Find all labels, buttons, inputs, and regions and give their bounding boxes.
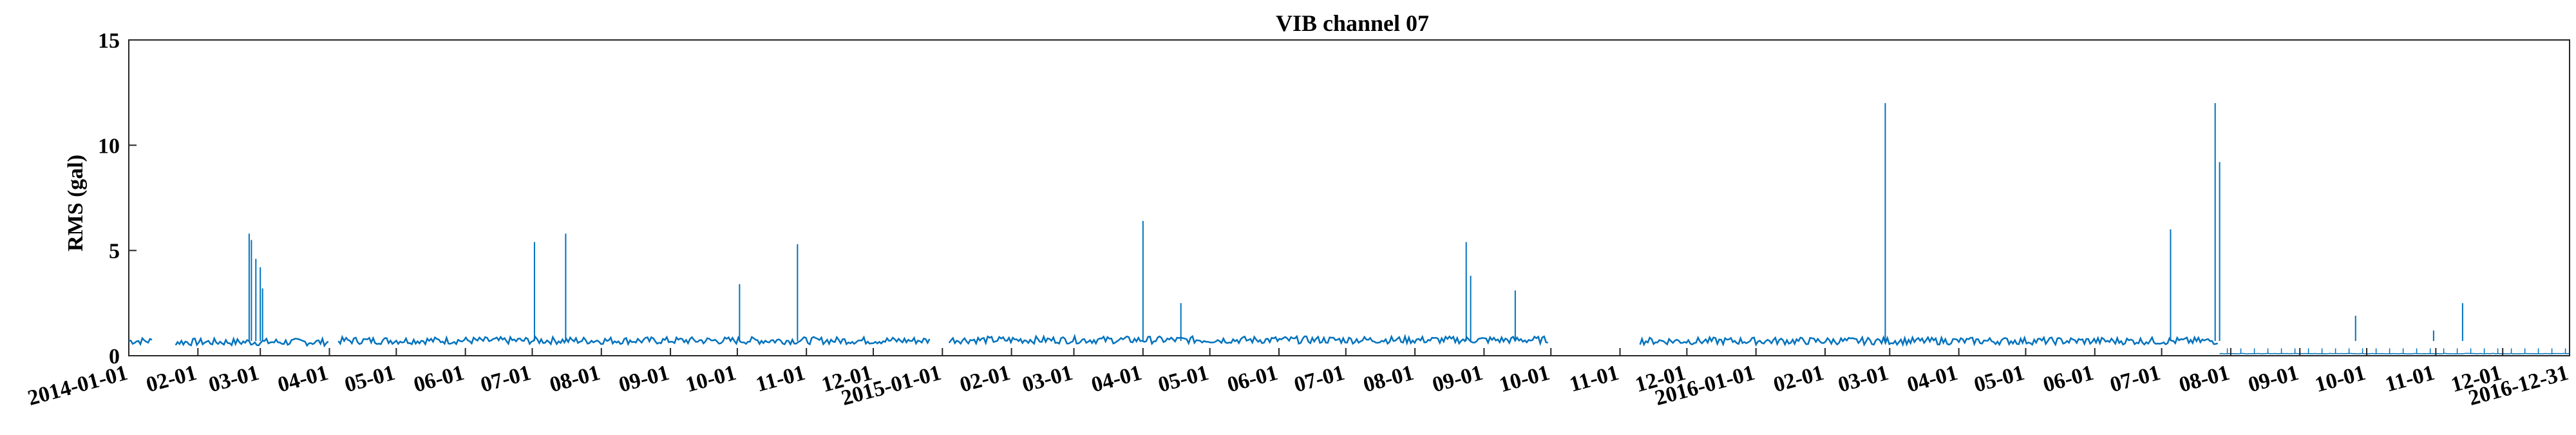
x-tick-label: 03-01 — [1835, 361, 1891, 397]
series-line-segment — [2219, 353, 2570, 354]
x-tick-label: 02-01 — [1771, 361, 1826, 397]
series-line-segment — [128, 336, 153, 346]
x-tick-label: 02-01 — [144, 361, 199, 397]
x-tick-label: 07-01 — [2107, 361, 2163, 397]
series-line-segment — [337, 334, 931, 347]
y-axis: 0 5 10 15 — [98, 29, 137, 369]
x-tick-label: 08-01 — [2177, 361, 2232, 397]
x-tick-label: 06-01 — [1225, 361, 1280, 397]
series-line-segment — [948, 333, 1548, 346]
x-tick-label: 05-01 — [1156, 361, 1211, 397]
y-tick-label: 10 — [98, 134, 120, 158]
y-tick-label: 5 — [109, 240, 120, 264]
x-tick-label: 2014-01-01 — [25, 361, 130, 411]
x-tick-label: 11-01 — [753, 361, 808, 397]
y-tick-label: 15 — [98, 29, 120, 53]
x-tick-label: 06-01 — [2041, 361, 2096, 397]
x-tick-label: 02-01 — [957, 361, 1012, 397]
x-tick-label: 05-01 — [342, 361, 397, 397]
x-tick-label: 11-01 — [2383, 361, 2437, 397]
x-tick-label: 04-01 — [1089, 361, 1144, 397]
x-tick-label: 04-01 — [275, 361, 330, 397]
x-tick-label: 09-01 — [2246, 361, 2301, 397]
y-axis-label: RMS (gal) — [64, 155, 88, 251]
x-tick-label: 07-01 — [478, 361, 533, 397]
x-tick-label: 10-01 — [2313, 361, 2368, 397]
x-tick-label: 06-01 — [412, 361, 467, 397]
x-tick-label: 08-01 — [547, 361, 603, 397]
plot-area — [128, 39, 2570, 356]
x-tick-label: 09-01 — [616, 361, 672, 397]
x-tick-label: 09-01 — [1430, 361, 1485, 397]
x-tick-label: 05-01 — [1971, 361, 2027, 397]
x-tick-label: 03-01 — [1019, 361, 1075, 397]
x-tick-label: 11-01 — [1567, 361, 1621, 397]
series-line-segment — [175, 336, 329, 348]
x-axis: 2014-01-01 02-01 03-01 04-01 05-01 06-01 07-01… — [25, 348, 2571, 411]
x-tick-label: 04-01 — [1905, 361, 1960, 397]
series-group — [128, 103, 2570, 354]
chart-title: VIB channel 07 — [1276, 10, 1429, 36]
x-tick-label: 08-01 — [1361, 361, 1416, 397]
series-line-segment — [1639, 334, 2219, 347]
x-tick-label: 07-01 — [1292, 361, 1347, 397]
x-tick-label: 10-01 — [1497, 361, 1552, 397]
y-tick-label: 0 — [109, 345, 120, 369]
x-tick-label: 03-01 — [206, 361, 261, 397]
x-tick-label: 10-01 — [683, 361, 739, 397]
